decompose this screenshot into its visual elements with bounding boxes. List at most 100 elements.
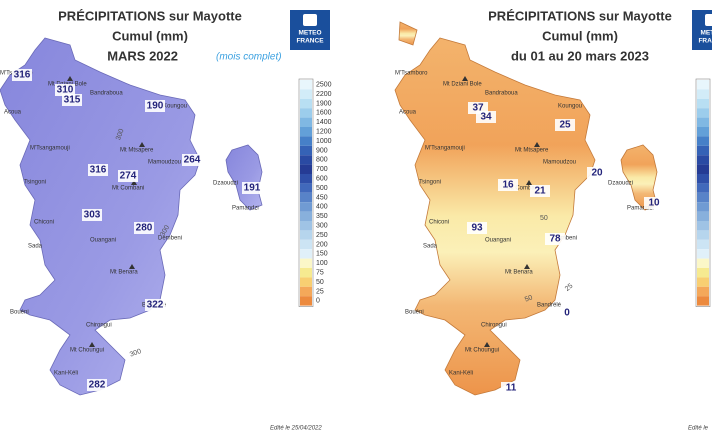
legend-label: 1400 [316,119,332,126]
legend-swatch [697,98,709,109]
station-value: 10 [648,198,660,209]
station-value: 190 [147,101,164,112]
station-value: 316 [14,70,31,81]
title: PRÉCIPITATIONS sur Mayotte [488,8,672,23]
legend-label: 800 [316,157,328,164]
legend-swatch [300,268,312,278]
legend-swatch [697,108,709,118]
station-box [557,307,577,319]
legend-swatch [300,80,312,90]
subtitle: Cumul (mm) [542,28,618,43]
legend-label: 2200 [316,91,332,98]
place-name: Dembeni [553,236,577,242]
station-box [501,382,521,394]
legend-swatch [697,296,709,306]
station-value: 274 [120,171,137,182]
place-name: Bandrélé [537,303,562,309]
station-value: 93 [471,223,483,234]
legend-swatch [697,230,709,240]
legend-swatch [697,221,709,231]
legend-swatch [697,258,709,268]
legend-label: 1900 [316,100,332,107]
place-name: Mamoudzou [148,160,181,166]
logo-text: FRANCE [698,38,712,45]
peak [462,76,468,81]
place-name: Dzaoudzi [608,181,633,187]
place-name: Koungou [558,104,582,110]
peak [139,142,145,147]
legend-swatch [300,183,312,193]
contour-label: 50 [540,215,548,222]
legend-swatch [300,136,312,146]
station-box [55,84,75,96]
legend-label: 100 [316,260,328,267]
legend-swatch [697,183,709,193]
period: MARS 2022 [107,48,178,63]
place-name: Chiconi [34,220,54,226]
legend-swatch [300,221,312,231]
legend-swatch [300,155,312,165]
legend-swatch [300,211,312,221]
legend-swatch [697,89,709,99]
station-box [82,209,102,221]
place-name: Mt Dziani Bole [443,82,482,88]
station-value: 303 [84,210,101,221]
contour-label: 50 [524,294,534,303]
legend-swatch [697,202,709,212]
place-name: M'Tsangamouji [30,146,70,152]
legend-swatch [300,108,312,118]
station-box [134,222,154,234]
period-note: (mois complet) [216,52,282,63]
legend-label: 600 [316,176,328,183]
place-name: Mt Choungui [465,348,499,354]
place-name: M'Tsangamouji [425,146,465,152]
legend-swatch [697,277,709,287]
title: PRÉCIPITATIONS sur Mayotte [58,8,242,23]
legend-label: 300 [316,223,328,230]
peak [524,264,530,269]
legend-swatch [300,249,312,259]
peak [89,342,95,347]
legend-swatch [697,117,709,127]
station-box [87,379,107,391]
legend-swatch [300,164,312,174]
place-name: Kani-Kéli [54,371,78,377]
station-box [555,119,575,131]
place-name: Acoua [399,110,417,116]
peak [129,264,135,269]
legend-swatch [697,174,709,184]
place-name: Dzaoudzi [213,181,238,187]
legend-frame [695,78,711,307]
logo-text: METEO [700,30,712,37]
station-value: 21 [534,186,546,197]
place-name: Bandraboua [485,91,518,97]
station-box [644,197,664,209]
station-value: 16 [502,180,514,191]
logo-text: FRANCE [296,38,324,45]
station-value: 310 [57,85,74,96]
place-name: Dembeni [158,236,182,242]
place-name: Kani-Kéli [449,371,473,377]
left-map [0,37,263,396]
legend-swatch [697,145,709,156]
peak [534,142,540,147]
contour-label: 25 [564,283,575,293]
edited-date: Edité le [688,426,709,432]
legend-swatch [300,239,312,250]
legend-swatch [300,174,312,184]
legend-label: 1200 [316,129,332,136]
place-name: Mt Benara [505,270,533,276]
station-box [145,299,165,311]
legend-swatch [300,202,312,212]
station-box [12,69,32,81]
legend-swatch [300,192,312,203]
station-box [182,154,202,166]
place-name: Bandraboua [90,91,123,97]
station-value: 316 [90,165,107,176]
legend-label: 1600 [316,110,332,117]
station-value: 191 [244,183,261,194]
station-value: 37 [472,103,484,114]
place-name: Acoua [4,110,22,116]
legend-label: 450 [316,194,328,201]
